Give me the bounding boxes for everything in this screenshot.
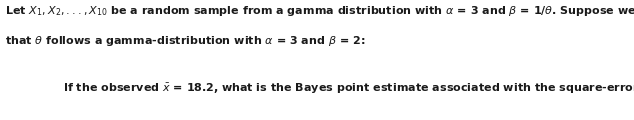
- Text: that $\theta$ follows a gamma-distribution with $\alpha$ = 3 and $\beta$ = 2:: that $\theta$ follows a gamma-distributi…: [5, 34, 366, 48]
- Text: Let $X_1, X_2, ..., X_{10}$ be a random sample from a gamma distribution with $\: Let $X_1, X_2, ..., X_{10}$ be a random …: [5, 4, 634, 18]
- Text: If the observed $\bar{x}$ = 18.2, what is the Bayes point estimate associated wi: If the observed $\bar{x}$ = 18.2, what i…: [63, 82, 634, 96]
